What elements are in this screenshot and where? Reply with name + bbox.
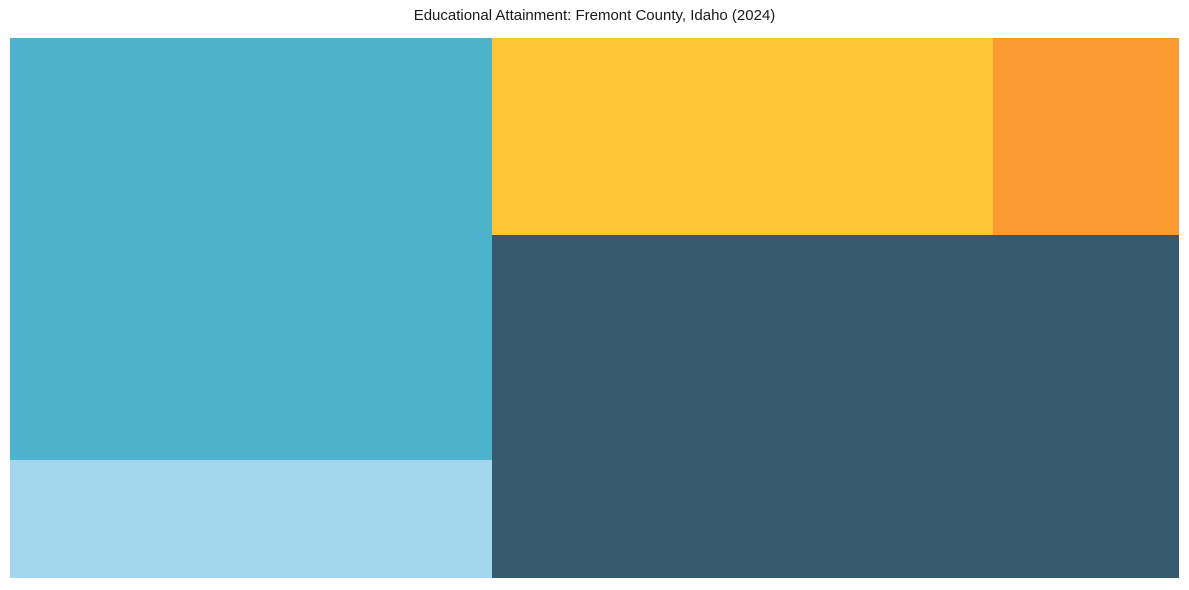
treemap-tile-bachelors-degree[interactable]: Bachelor's degree <box>492 235 1179 578</box>
treemap-tile-graduate-or-professional-degree[interactable]: Graduate or professional degree <box>10 460 492 578</box>
treemap-tile-high-school-graduate[interactable]: High school graduate <box>10 38 492 460</box>
treemap-tile-some-college-no-degree[interactable]: Some college, no degree <box>492 38 993 235</box>
treemap-tile-associates-degree[interactable]: Associate's degree <box>993 38 1179 235</box>
chart-title: Educational Attainment: Fremont County, … <box>413 7 776 24</box>
treemap-plot-area: High school graduate Some college, no de… <box>10 38 1179 578</box>
